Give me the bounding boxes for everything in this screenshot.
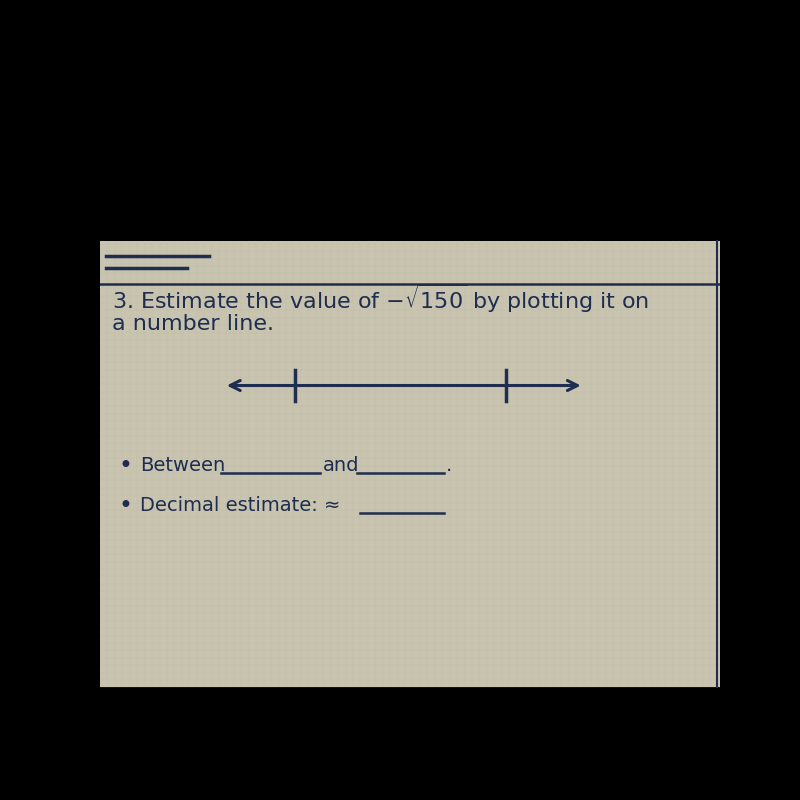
Text: and: and [323, 456, 360, 475]
Text: .: . [446, 456, 452, 475]
Text: Decimal estimate: ≈: Decimal estimate: ≈ [140, 496, 341, 515]
Text: 3. Estimate the value of $-\sqrt{150}$ by plotting it on: 3. Estimate the value of $-\sqrt{150}$ b… [112, 283, 650, 315]
Bar [100, 241, 720, 687]
Text: Between: Between [140, 456, 226, 475]
Text: a number line.: a number line. [112, 314, 274, 334]
Text: •: • [118, 454, 133, 478]
Text: •: • [118, 494, 133, 518]
